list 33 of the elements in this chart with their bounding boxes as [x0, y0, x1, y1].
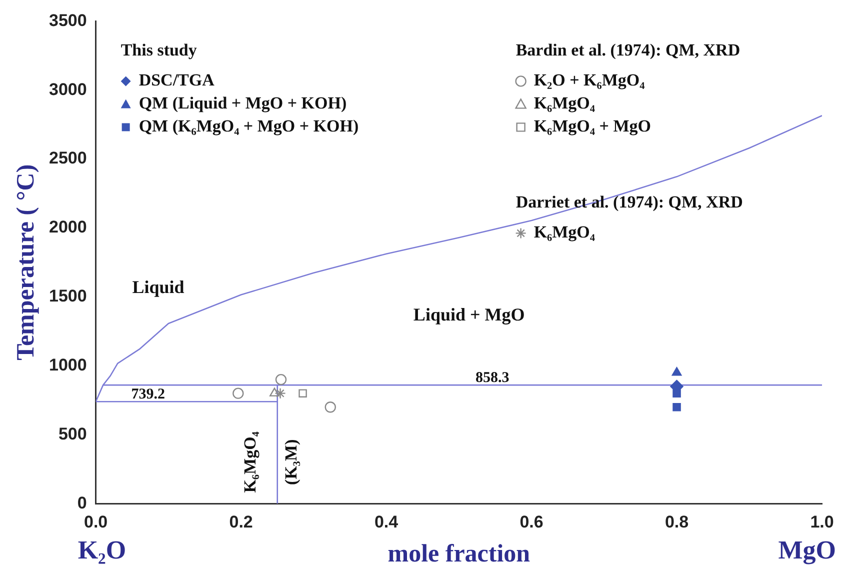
annotation: 739.2: [131, 386, 165, 402]
x-tick-label: 1.0: [810, 512, 834, 532]
y-tick-label: 1500: [48, 286, 87, 306]
annotation: K₆MgO₄: [240, 432, 260, 493]
legend-label: K₆MgO₄: [534, 222, 596, 242]
x-axis-title: mole fraction: [388, 540, 530, 568]
legend-label: K₆MgO₄: [534, 94, 596, 113]
text: MgO: [778, 535, 836, 564]
x-tick-label: 0.0: [84, 512, 108, 532]
x-tick-label: 0.4: [374, 512, 399, 532]
y-axis-title: Temperature ( °C): [12, 164, 40, 360]
text: K₂O: [78, 535, 126, 564]
legend-label: K₆MgO₄ + MgO: [534, 116, 651, 136]
annotation: Liquid: [132, 277, 184, 298]
annotation: Liquid + MgO: [413, 304, 525, 325]
y-tick-label: 1000: [48, 355, 87, 374]
legend-label: K₂O + K₆MgO₄: [534, 70, 645, 90]
y-tick-label: 500: [58, 424, 87, 444]
y-tick-label: 2000: [48, 218, 87, 237]
y-tick-label: 0: [77, 493, 87, 512]
y-tick-label: 2500: [48, 148, 87, 168]
annotation: Bardin et al. (1974): QM, XRD: [516, 40, 740, 60]
annotation: 858.3: [475, 370, 510, 386]
y-tick-label: 3500: [48, 10, 87, 30]
legend-label: QM (Liquid + MgO + KOH): [138, 94, 347, 113]
annotation: (K₃M): [281, 439, 300, 485]
legend-label: QM (K₆MgO₄ + MgO + KOH): [138, 116, 359, 136]
x-tick-label: 0.8: [664, 512, 689, 532]
legend-label: DSC/TGA: [138, 70, 216, 90]
x-tick-label: 0.2: [229, 512, 253, 532]
annotation: This study: [120, 40, 198, 60]
x-tick-label: 0.6: [520, 512, 544, 532]
y-tick-label: 3000: [48, 80, 87, 99]
